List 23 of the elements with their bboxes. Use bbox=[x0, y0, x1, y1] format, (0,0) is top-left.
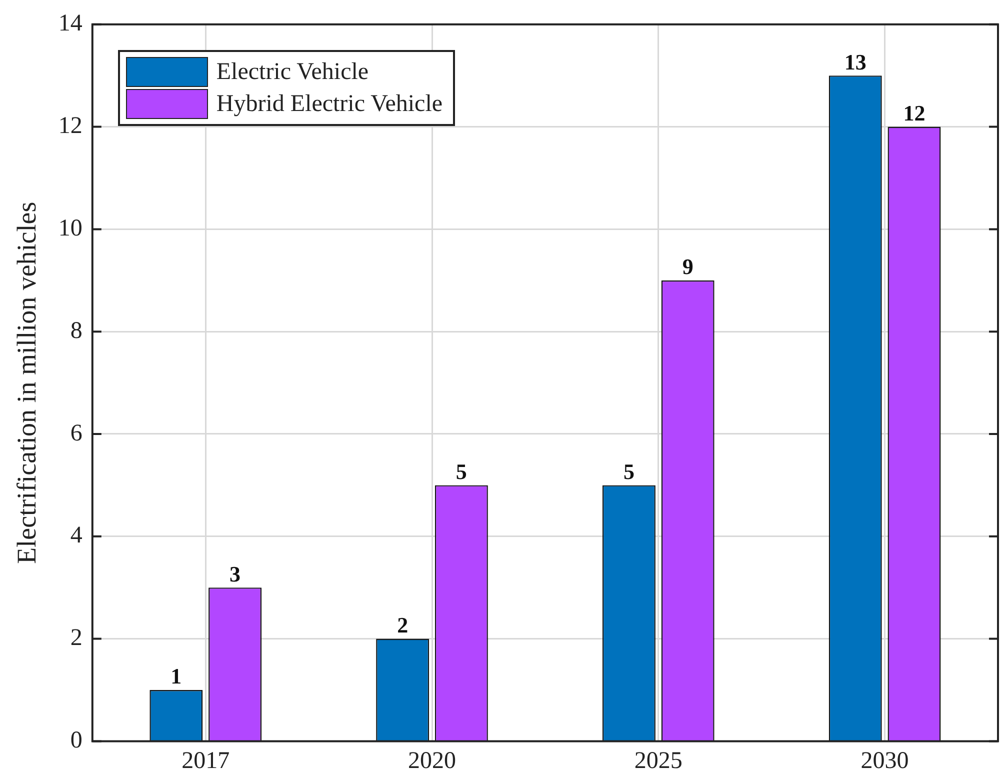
y-axis-title: Electrification in million vehicles bbox=[11, 202, 42, 564]
y-tick-label: 10 bbox=[58, 215, 82, 242]
data-label: 3 bbox=[230, 561, 241, 586]
data-label: 1 bbox=[170, 664, 182, 689]
data-label: 13 bbox=[844, 49, 866, 74]
y-tick-label: 6 bbox=[70, 420, 82, 446]
y-tick-label: 12 bbox=[58, 113, 82, 140]
legend-label: Electric Vehicle bbox=[216, 58, 369, 86]
data-label: 9 bbox=[682, 254, 694, 280]
data-label: 5 bbox=[623, 458, 634, 484]
legend-label: Hybrid Electric Vehicle bbox=[216, 90, 443, 118]
y-tick-label: 14 bbox=[58, 10, 82, 37]
data-label: 12 bbox=[903, 100, 926, 126]
y-tick-label: 8 bbox=[70, 318, 82, 344]
y-tick-label: 2 bbox=[70, 625, 82, 652]
x-tick-label: 2017 bbox=[182, 748, 230, 774]
x-tick-label: 2025 bbox=[634, 748, 682, 774]
x-tick-label: 2030 bbox=[860, 748, 909, 774]
x-tick-label: 2020 bbox=[408, 748, 456, 774]
y-tick-label: 4 bbox=[70, 522, 82, 549]
data-label: 2 bbox=[397, 612, 408, 638]
y-tick-label: 0 bbox=[70, 727, 82, 754]
data-label: 5 bbox=[456, 458, 467, 484]
